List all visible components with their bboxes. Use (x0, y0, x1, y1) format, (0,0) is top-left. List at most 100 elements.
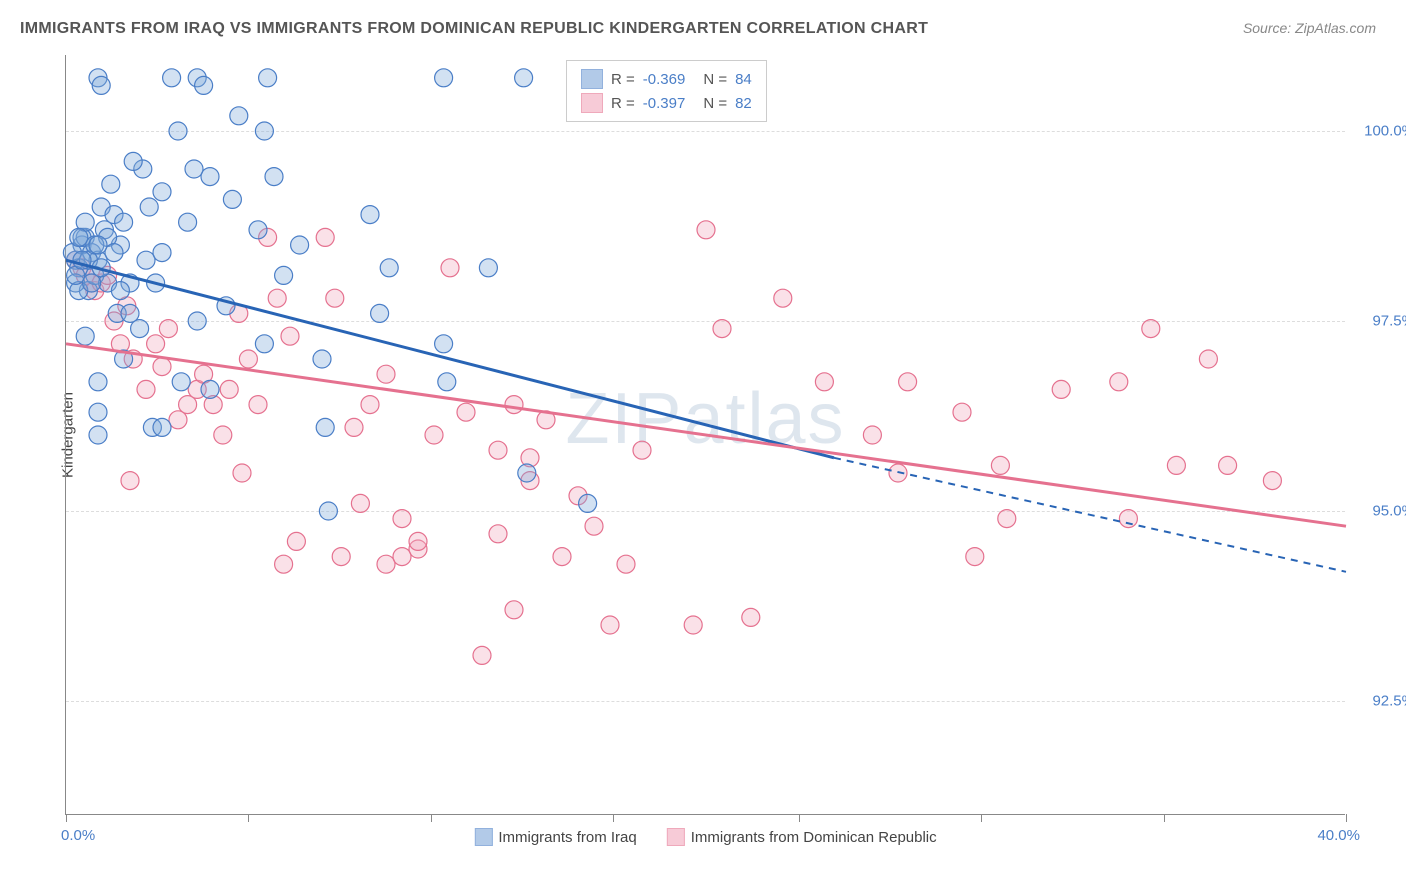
dominican-point (1142, 320, 1160, 338)
iraq-point (102, 175, 120, 193)
iraq-point (105, 244, 123, 262)
dominican-point (316, 228, 334, 246)
correlation-chart: Kindergarten ZIPatlas 92.5%95.0%97.5%100… (50, 55, 1380, 815)
iraq-point (255, 122, 273, 140)
dominican-point (332, 548, 350, 566)
dominican-point (505, 396, 523, 414)
dominican-point (713, 320, 731, 338)
dominican-point (275, 555, 293, 573)
correlation-stats-legend: R = -0.369 N = 84 R = -0.397 N = 82 (566, 60, 767, 122)
dominican-point (473, 646, 491, 664)
dominican-swatch (581, 93, 603, 113)
iraq-point (249, 221, 267, 239)
dominican-point (489, 441, 507, 459)
scatter-svg (66, 55, 1346, 815)
dominican-point (326, 289, 344, 307)
iraq-point (371, 304, 389, 322)
iraq-point (255, 335, 273, 353)
iraq-point (201, 380, 219, 398)
x-axis-min-label: 0.0% (61, 827, 95, 844)
dominican-point (633, 441, 651, 459)
iraq-point (111, 282, 129, 300)
stat-row-dominican: R = -0.397 N = 82 (581, 91, 752, 115)
iraq-point (115, 213, 133, 231)
y-tick-label: 95.0% (1372, 503, 1406, 520)
dominican-point (351, 494, 369, 512)
dominican-point (287, 532, 305, 550)
iraq-point (223, 190, 241, 208)
iraq-point (515, 69, 533, 87)
dominican-point (377, 555, 395, 573)
dominican-point (966, 548, 984, 566)
iraq-point (291, 236, 309, 254)
iraq-point (195, 76, 213, 94)
iraq-point (153, 244, 171, 262)
iraq-point (179, 213, 197, 231)
dominican-point (147, 335, 165, 353)
dominican-point (409, 532, 427, 550)
iraq-point (361, 206, 379, 224)
dominican-point (1263, 472, 1281, 490)
iraq-point (518, 464, 536, 482)
dominican-point (214, 426, 232, 444)
iraq-point (259, 69, 277, 87)
iraq-legend-label: Immigrants from Iraq (498, 829, 636, 846)
dominican-point (457, 403, 475, 421)
dominican-r-value: -0.397 (643, 95, 686, 112)
dominican-point (774, 289, 792, 307)
iraq-point (265, 168, 283, 186)
plot-area: ZIPatlas 92.5%95.0%97.5%100.0% 0.0% 40.0… (65, 55, 1345, 815)
iraq-point (579, 494, 597, 512)
r-label: R = (611, 71, 635, 88)
iraq-point (76, 327, 94, 345)
dominican-point (121, 472, 139, 490)
dominican-point (998, 510, 1016, 528)
iraq-point (121, 304, 139, 322)
r-label: R = (611, 95, 635, 112)
y-tick-label: 92.5% (1372, 693, 1406, 710)
iraq-point (89, 426, 107, 444)
y-tick-label: 100.0% (1364, 123, 1406, 140)
n-label: N = (703, 95, 727, 112)
iraq-point (153, 418, 171, 436)
iraq-swatch (581, 69, 603, 89)
dominican-point (220, 380, 238, 398)
iraq-point (92, 76, 110, 94)
dominican-point (1199, 350, 1217, 368)
series-legend: Immigrants from Iraq Immigrants from Dom… (474, 828, 936, 846)
iraq-n-value: 84 (735, 71, 752, 88)
dominican-point (425, 426, 443, 444)
iraq-point (185, 160, 203, 178)
legend-item-dominican: Immigrants from Dominican Republic (667, 828, 937, 846)
dominican-point (553, 548, 571, 566)
dominican-point (268, 289, 286, 307)
y-tick-label: 97.5% (1372, 313, 1406, 330)
iraq-point (479, 259, 497, 277)
iraq-point (435, 69, 453, 87)
iraq-point (275, 266, 293, 284)
iraq-point (230, 107, 248, 125)
dominican-point (393, 548, 411, 566)
chart-title: IMMIGRANTS FROM IRAQ VS IMMIGRANTS FROM … (20, 20, 928, 38)
iraq-point (438, 373, 456, 391)
dominican-point (1167, 456, 1185, 474)
dominican-point (815, 373, 833, 391)
dominican-point (697, 221, 715, 239)
iraq-point (316, 418, 334, 436)
dominican-point (361, 396, 379, 414)
stat-row-iraq: R = -0.369 N = 84 (581, 67, 752, 91)
dominican-point (377, 365, 395, 383)
iraq-point (163, 69, 181, 87)
dominican-point (281, 327, 299, 345)
x-axis-max-label: 40.0% (1317, 827, 1360, 844)
dominican-point (991, 456, 1009, 474)
dominican-point (137, 380, 155, 398)
iraq-point (89, 403, 107, 421)
iraq-point (319, 502, 337, 520)
dominican-point (159, 320, 177, 338)
dominican-point (1219, 456, 1237, 474)
iraq-point (140, 198, 158, 216)
dominican-point (1052, 380, 1070, 398)
dominican-point (684, 616, 702, 634)
header: IMMIGRANTS FROM IRAQ VS IMMIGRANTS FROM … (0, 0, 1406, 48)
